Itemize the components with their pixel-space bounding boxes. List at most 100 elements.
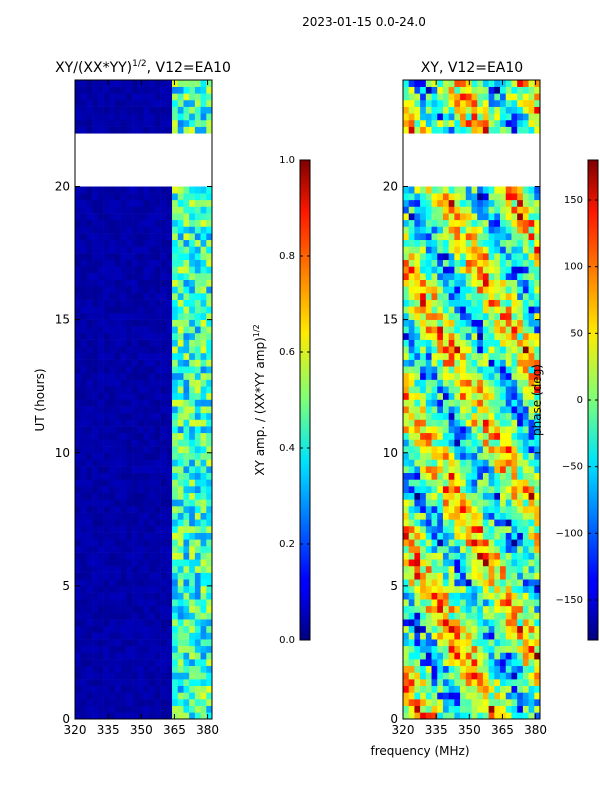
heatmap-cell — [194, 479, 201, 487]
heatmap-cell — [528, 652, 535, 660]
heatmap-cell — [143, 679, 150, 687]
heatmap-cell — [97, 219, 104, 227]
heatmap-cell — [448, 113, 455, 121]
heatmap-cell — [437, 219, 444, 227]
heatmap-cell — [442, 266, 449, 274]
heatmap-cell — [80, 419, 87, 427]
heatmap-cell — [454, 552, 461, 560]
heatmap-cell — [403, 539, 410, 547]
heatmap-cell — [177, 632, 184, 640]
heatmap-cell — [194, 306, 201, 314]
heatmap-cell — [86, 419, 93, 427]
heatmap-cell — [477, 432, 484, 440]
heatmap-cell — [534, 99, 541, 107]
heatmap-cell — [448, 366, 455, 374]
heatmap-cell — [465, 372, 472, 380]
heatmap-cell — [431, 632, 438, 640]
heatmap-cell — [166, 672, 173, 680]
heatmap-cell — [505, 412, 512, 420]
heatmap-cell — [425, 279, 432, 287]
heatmap-cell — [442, 466, 449, 474]
heatmap-cell — [120, 592, 127, 600]
heatmap-cell — [460, 559, 467, 567]
heatmap-cell — [403, 612, 410, 620]
heatmap-cell — [166, 239, 173, 247]
heatmap-cell — [206, 266, 213, 274]
heatmap-cell — [460, 286, 467, 294]
heatmap-cell — [183, 293, 190, 300]
heatmap-cell — [511, 699, 518, 706]
heatmap-cell — [420, 699, 427, 706]
heatmap-cell — [431, 193, 438, 201]
heatmap-cell — [80, 585, 87, 593]
heatmap-cell — [431, 625, 438, 633]
heatmap-cell — [408, 193, 415, 201]
heatmap-cell — [494, 239, 501, 247]
heatmap-cell — [183, 659, 190, 667]
heatmap-cell — [437, 93, 444, 101]
heatmap-cell — [448, 312, 455, 320]
heatmap-cell — [75, 352, 82, 360]
heatmap-cell — [143, 332, 150, 340]
heatmap-cell — [522, 99, 529, 107]
heatmap-cell — [477, 426, 484, 434]
heatmap-cell — [132, 592, 139, 600]
heatmap-cell — [448, 392, 455, 400]
heatmap-cell — [534, 545, 541, 553]
heatmap-cell — [143, 379, 150, 387]
heatmap-cell — [154, 379, 161, 387]
heatmap-cell — [183, 525, 190, 533]
heatmap-cell — [109, 426, 116, 434]
heatmap-cell — [75, 266, 82, 274]
heatmap-cell — [189, 659, 196, 667]
heatmap-cell — [189, 119, 196, 127]
heatmap-cell — [482, 319, 489, 327]
heatmap-cell — [522, 672, 529, 680]
heatmap-cell — [482, 559, 489, 567]
heatmap-cell — [97, 412, 104, 420]
heatmap-cell — [420, 319, 427, 327]
heatmap-cell — [206, 419, 213, 427]
heatmap-cell — [154, 206, 161, 214]
heatmap-cell — [143, 266, 150, 274]
heatmap-cell — [86, 213, 93, 221]
heatmap-cell — [189, 432, 196, 440]
heatmap-cell — [454, 206, 461, 214]
heatmap-cell — [92, 645, 99, 653]
heatmap-cell — [454, 279, 461, 287]
heatmap-cell — [460, 86, 467, 94]
heatmap-cell — [126, 119, 133, 127]
heatmap-cell — [425, 419, 432, 427]
heatmap-cell — [482, 106, 489, 114]
heatmap-cell — [534, 426, 541, 434]
heatmap-cell — [494, 466, 501, 474]
heatmap-cell — [114, 625, 121, 633]
x-tick-label: 380 — [524, 723, 547, 737]
heatmap-cell — [166, 372, 173, 380]
heatmap-cell — [471, 273, 478, 280]
heatmap-cell — [86, 399, 93, 407]
heatmap-cell — [408, 93, 415, 101]
heatmap-cell — [114, 512, 121, 520]
heatmap-cell — [403, 119, 410, 127]
heatmap-cell — [154, 599, 161, 607]
heatmap-cell — [166, 639, 173, 647]
heatmap-cell — [166, 659, 173, 667]
heatmap-cell — [477, 113, 484, 121]
heatmap-cell — [132, 452, 139, 460]
heatmap-cell — [442, 346, 449, 354]
heatmap-cell — [454, 605, 461, 613]
heatmap-cell — [505, 126, 512, 134]
heatmap-cell — [206, 712, 213, 720]
heatmap-cell — [137, 699, 144, 706]
heatmap-cell — [80, 665, 87, 673]
heatmap-cell — [75, 312, 82, 320]
heatmap-cell — [500, 206, 507, 214]
heatmap-cell — [154, 486, 161, 493]
heatmap-cell — [120, 126, 127, 134]
heatmap-cell — [482, 99, 489, 107]
heatmap-cell — [206, 426, 213, 434]
heatmap-cell — [132, 619, 139, 627]
heatmap-cell — [149, 679, 156, 687]
heatmap-cell — [488, 432, 495, 440]
